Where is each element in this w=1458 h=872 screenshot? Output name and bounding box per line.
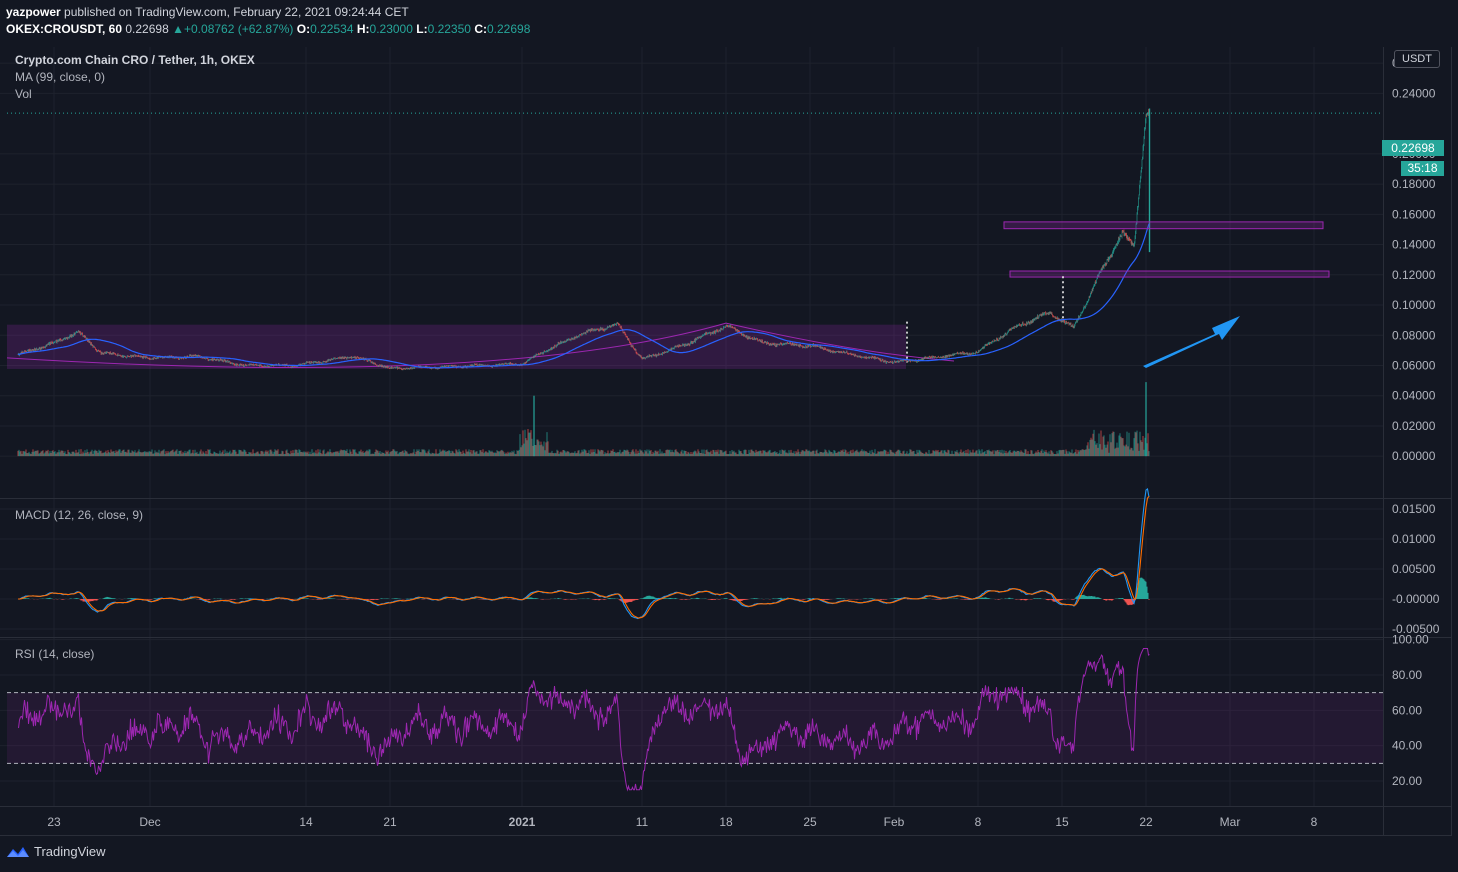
symbol: OKEX:CROUSDT, 60: [6, 22, 123, 36]
signal-line: [18, 495, 1150, 619]
price-tick-label: 0.04000: [1392, 389, 1436, 403]
price-tick-label: 0.12000: [1392, 268, 1436, 282]
footer-brand-text: TradingView: [34, 844, 106, 859]
price-tick-label: 0.10000: [1392, 298, 1436, 312]
time-tick-label: 8: [1311, 815, 1318, 829]
open-label: O:: [296, 22, 311, 36]
tradingview-logo-icon: [7, 846, 29, 857]
ma-legend[interactable]: MA (99, close, 0): [15, 70, 106, 84]
currency-button[interactable]: USDT: [1394, 50, 1440, 68]
price-tick-label: 0.06000: [1392, 358, 1436, 372]
time-tick-label: 15: [1055, 815, 1069, 829]
close-label: C:: [474, 22, 487, 36]
author-name[interactable]: yazpower: [6, 5, 61, 19]
rsi-tick-label: 20.00: [1392, 774, 1422, 788]
time-tick-label: 8: [975, 815, 982, 829]
rsi-tick-label: 60.00: [1392, 703, 1422, 717]
time-tick-label: 22: [1139, 815, 1153, 829]
time-tick-label: 2021: [509, 815, 536, 829]
ohlc-line: OKEX:CROUSDT, 60 0.22698 ▲+0.08762 (+62.…: [6, 22, 530, 36]
high-label: H:: [356, 22, 370, 36]
price-candles: [17, 108, 1150, 371]
time-tick-label: Dec: [139, 815, 160, 829]
published-text: published on TradingView.com, February 2…: [64, 5, 409, 19]
low-label: L:: [416, 22, 428, 36]
rsi-tick-label: 80.00: [1392, 668, 1422, 682]
price-tick-label: 0.18000: [1392, 177, 1436, 191]
last-price-label: 0.22698: [1382, 140, 1444, 156]
trend-arrow: [1143, 316, 1240, 368]
macd-tick-label: 0.00500: [1392, 562, 1436, 576]
vol-legend[interactable]: Vol: [15, 87, 32, 101]
rsi-tick-label: 100.00: [1392, 633, 1429, 647]
range-band: [7, 324, 906, 369]
price-tick-label: 0.02000: [1392, 419, 1436, 433]
macd-tick-label: -0.00000: [1392, 592, 1440, 606]
time-tick-label: 11: [636, 815, 649, 829]
price-tick-label: 0.08000: [1392, 328, 1436, 342]
change-value: +0.08762 (+62.87%): [184, 22, 294, 36]
macd-tick-label: 0.01000: [1392, 532, 1436, 546]
rsi-line: [18, 648, 1150, 792]
time-tick-label: 23: [47, 815, 61, 829]
macd-tick-label: 0.01500: [1392, 502, 1436, 516]
open-value: 0.22534: [310, 22, 354, 36]
resistance-zone: [1003, 221, 1324, 230]
close-value: 0.22698: [486, 22, 531, 36]
last-value: 0.22698: [125, 22, 169, 36]
rounding-bottom-arc: [6, 322, 955, 368]
rsi-tick-label: 40.00: [1392, 739, 1422, 753]
time-tick-label: 18: [719, 815, 733, 829]
low-value: 0.22350: [427, 22, 471, 36]
volume-bars: [17, 428, 1150, 457]
support-zone: [1009, 270, 1330, 278]
time-tick-label: 14: [299, 815, 313, 829]
price-tick-label: 0.16000: [1392, 207, 1436, 221]
time-tick-label: 21: [383, 815, 397, 829]
footer-brand[interactable]: TradingView: [6, 844, 106, 859]
up-triangle-icon: ▲: [172, 22, 184, 36]
macd-tick-label: -0.00500: [1392, 622, 1440, 636]
time-tick-label: 25: [803, 815, 817, 829]
time-tick-label: Feb: [884, 815, 905, 829]
price-tick-label: 0.00000: [1392, 449, 1436, 463]
bar-countdown-label: 35:18: [1401, 161, 1444, 176]
chart-title: Crypto.com Chain CRO / Tether, 1h, OKEX: [15, 53, 255, 67]
ma-line: [17, 223, 1150, 369]
price-tick-label: 0.24000: [1392, 86, 1436, 100]
high-value: 0.23000: [369, 22, 413, 36]
publish-info: yazpower published on TradingView.com, F…: [6, 5, 409, 19]
macd-legend[interactable]: MACD (12, 26, close, 9): [15, 508, 144, 522]
time-tick-label: Mar: [1220, 815, 1241, 829]
rsi-band: [7, 692, 1383, 764]
rsi-legend[interactable]: RSI (14, close): [15, 647, 95, 661]
price-tick-label: 0.14000: [1392, 238, 1436, 252]
